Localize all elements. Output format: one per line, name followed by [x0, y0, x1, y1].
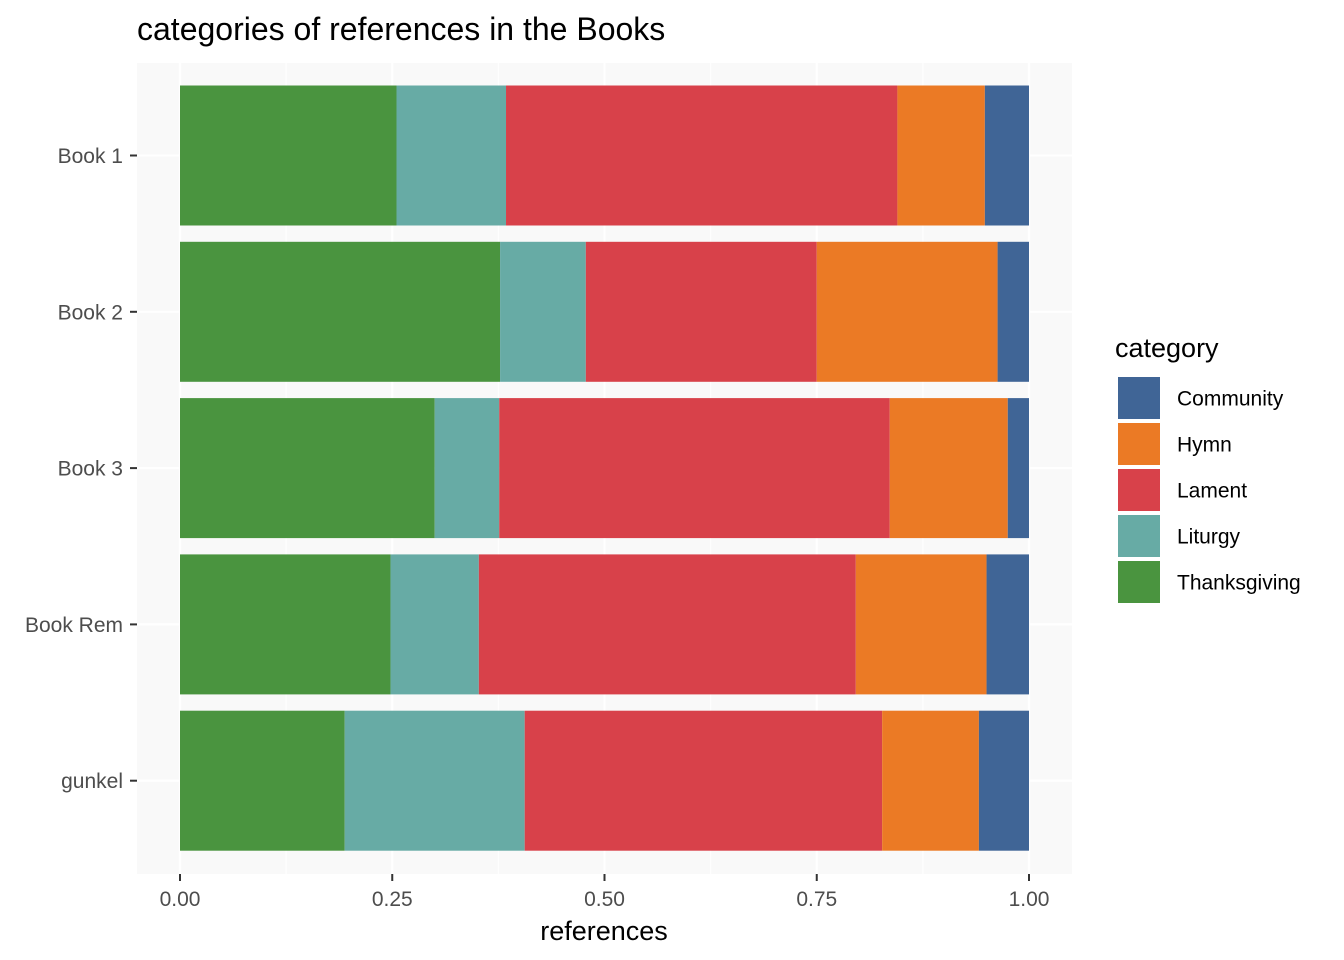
y-tick-label: Book Rem: [25, 614, 123, 637]
bar-liturgy-book-3: [434, 398, 500, 539]
bar-thanksgiving-book-rem: [180, 554, 391, 695]
x-axis: 0.00 0.25 0.50 0.75 1.00: [160, 874, 1050, 911]
legend-label-liturgy: Liturgy: [1177, 526, 1241, 549]
legend-label-thanksgiving: Thanksgiving: [1177, 572, 1301, 595]
legend-title: category: [1115, 333, 1219, 363]
legend-key-thanksgiving: [1118, 561, 1160, 603]
x-tick-label: 0.75: [796, 888, 837, 911]
y-tick-label: Book 1: [58, 145, 123, 168]
legend-key-lament: [1118, 469, 1160, 511]
bar-community-gunkel: [978, 710, 1029, 851]
legend-key-hymn: [1118, 423, 1160, 465]
legend-label-lament: Lament: [1177, 480, 1247, 503]
x-tick-label: 0.50: [584, 888, 625, 911]
bar-lament-book-3: [499, 398, 890, 539]
bar-hymn-book-3: [889, 398, 1008, 539]
bar-community-book-rem: [986, 554, 1029, 695]
bar-hymn-book-rem: [855, 554, 987, 695]
bar-thanksgiving-book-2: [180, 241, 501, 382]
bar-thanksgiving-book-3: [180, 398, 435, 539]
bar-lament-book-rem: [478, 554, 856, 695]
bar-liturgy-gunkel: [344, 710, 525, 851]
bar-community-book-3: [1007, 398, 1029, 539]
bar-liturgy-book-rem: [390, 554, 479, 695]
bars: [180, 85, 1029, 851]
x-tick-label: 1.00: [1009, 888, 1050, 911]
legend-items: Community Hymn Lament Liturgy Thanksgiving: [1118, 377, 1301, 603]
bar-lament-book-1: [506, 85, 898, 226]
legend: category Community Hymn Lament Liturgy Thank…: [1115, 333, 1301, 603]
legend-key-community: [1118, 377, 1160, 419]
bar-hymn-book-1: [897, 85, 985, 226]
bar-thanksgiving-book-1: [180, 85, 397, 226]
x-tick-label: 0.25: [372, 888, 413, 911]
y-axis: Book 1 Book 2 Book 3 Book Rem gunkel: [25, 145, 137, 793]
y-tick-label: gunkel: [61, 770, 123, 793]
bar-liturgy-book-1: [396, 85, 507, 226]
bar-lament-book-2: [585, 241, 817, 382]
bar-lament-gunkel: [524, 710, 883, 851]
legend-label-community: Community: [1177, 388, 1284, 411]
x-axis-title: references: [540, 916, 668, 946]
bar-hymn-book-2: [816, 241, 998, 382]
bar-thanksgiving-gunkel: [180, 710, 345, 851]
y-tick-label: Book 3: [58, 458, 123, 481]
y-tick-label: Book 2: [58, 301, 123, 324]
chart-title: categories of references in the Books: [137, 11, 665, 47]
bar-hymn-gunkel: [882, 710, 979, 851]
bar-liturgy-book-2: [500, 241, 586, 382]
bar-community-book-1: [984, 85, 1029, 226]
bar-community-book-2: [997, 241, 1029, 382]
legend-key-liturgy: [1118, 515, 1160, 557]
x-tick-label: 0.00: [160, 888, 201, 911]
legend-label-hymn: Hymn: [1177, 434, 1232, 457]
